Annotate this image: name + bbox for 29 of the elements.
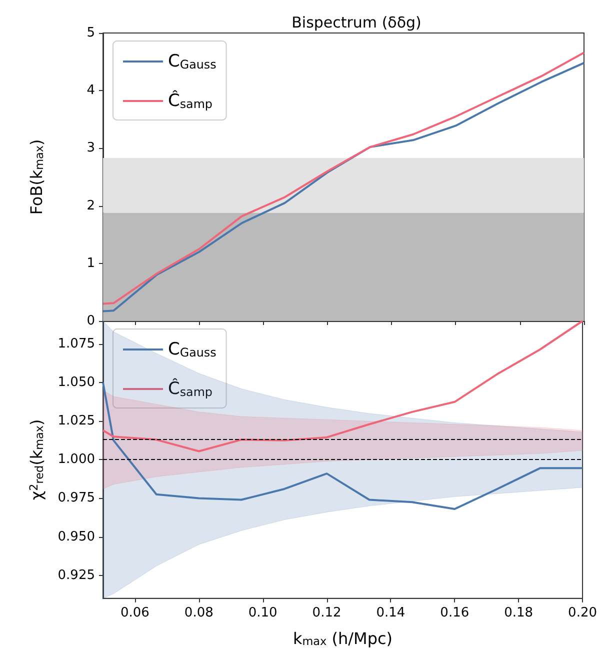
- x-tick-label: 0.20: [568, 605, 598, 620]
- legend-label: CGauss: [168, 52, 216, 72]
- y-tick-label: 1.050: [58, 375, 95, 390]
- x-tick-label: 0.12: [312, 605, 342, 620]
- y-tick-label: 1.025: [58, 414, 95, 429]
- y-tick-label: 0: [86, 314, 95, 328]
- y-tick-label: 0.975: [58, 490, 95, 506]
- y-tick-label: 1: [86, 256, 95, 271]
- x-axis-title: kmax (h/Mpc): [293, 629, 393, 648]
- legend-label: Ĉsamp: [168, 90, 212, 111]
- y-tick-label: 2: [86, 198, 95, 214]
- legend-label: Ĉsamp: [168, 378, 212, 399]
- legend-label: CGauss: [168, 340, 216, 360]
- y-axis-title: χ2red(kmax): [27, 419, 46, 500]
- y-tick-label: 0.950: [58, 529, 95, 544]
- x-tick-label: 0.18: [504, 605, 534, 620]
- y-tick-label: 1.000: [58, 452, 95, 468]
- x-tick-label: 0.10: [248, 605, 278, 620]
- y-tick-label: 4: [86, 83, 95, 98]
- y-tick-label: 3: [86, 140, 95, 156]
- chart-title: Bispectrum (δδg): [292, 14, 422, 32]
- x-tick-label: 0.16: [440, 605, 470, 620]
- y-tick-label: 0.925: [58, 568, 95, 583]
- y-tick-label: 5: [86, 26, 95, 40]
- y-axis-title: FoB(kmax): [27, 139, 46, 215]
- y-tick-label: 1.075: [58, 336, 95, 352]
- x-tick-label: 0.06: [120, 605, 150, 620]
- x-tick-label: 0.14: [376, 605, 406, 620]
- x-tick-label: 0.08: [184, 605, 214, 620]
